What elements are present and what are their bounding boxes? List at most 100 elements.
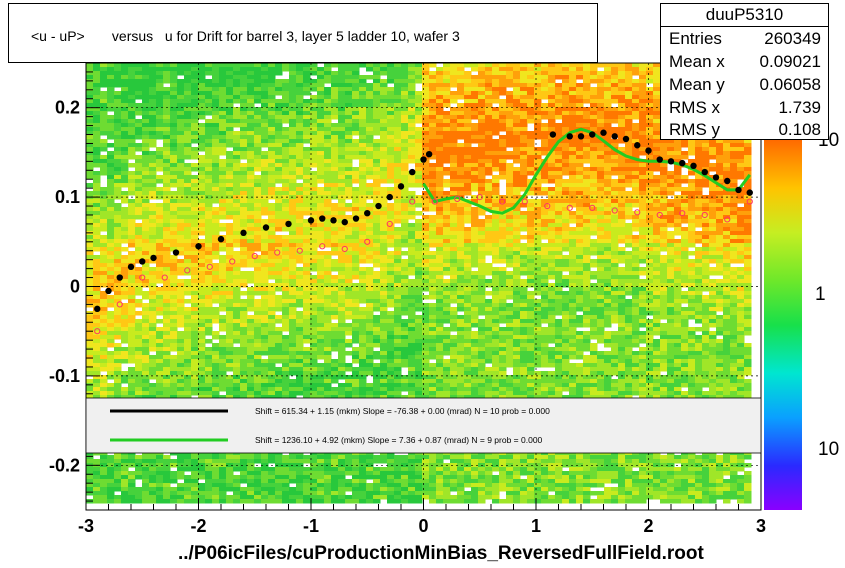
heat-cell — [233, 71, 241, 76]
heat-cell — [135, 223, 143, 228]
heat-cell — [149, 499, 157, 504]
heat-cell — [135, 203, 143, 208]
heat-cell — [86, 75, 94, 80]
heat-cell — [233, 251, 241, 256]
heat-cell — [380, 99, 388, 104]
heat-cell — [401, 283, 409, 288]
heat-cell — [219, 487, 227, 492]
heat-cell — [261, 71, 269, 76]
heat-cell — [100, 363, 108, 368]
heat-cell — [415, 367, 423, 372]
heat-cell — [114, 211, 122, 216]
heat-cell — [275, 255, 283, 260]
heat-cell — [408, 215, 416, 220]
heat-cell — [373, 367, 381, 372]
heat-cell — [170, 235, 178, 240]
heat-cell — [408, 295, 416, 300]
heat-cell — [233, 395, 241, 400]
heat-cell — [184, 235, 192, 240]
heat-cell — [338, 75, 346, 80]
heat-cell — [268, 339, 276, 344]
heat-cell — [359, 111, 367, 116]
heat-cell — [352, 295, 360, 300]
heat-cell — [303, 335, 311, 340]
heat-cell — [401, 383, 409, 388]
heat-cell — [233, 323, 241, 328]
heat-cell — [317, 463, 325, 468]
heat-cell — [156, 319, 164, 324]
heat-cell — [275, 187, 283, 192]
heat-cell — [331, 275, 339, 280]
heat-cell — [191, 343, 199, 348]
heat-cell — [226, 499, 234, 504]
heat-cell — [401, 251, 409, 256]
heat-cell — [317, 387, 325, 392]
heat-cell — [254, 139, 262, 144]
heat-cell — [359, 83, 367, 88]
heat-cell — [338, 327, 346, 332]
heat-cell — [156, 335, 164, 340]
heat-cell — [331, 131, 339, 136]
heat-cell — [205, 187, 213, 192]
heat-cell — [359, 179, 367, 184]
heat-cell — [289, 231, 297, 236]
heat-cell — [352, 115, 360, 120]
heat-cell — [177, 119, 185, 124]
heat-cell — [156, 307, 164, 312]
heat-cell — [93, 471, 101, 476]
heat-cell — [366, 395, 374, 400]
heat-cell — [303, 63, 311, 68]
heat-cell — [107, 79, 115, 84]
heat-cell — [387, 351, 395, 356]
heat-cell — [303, 115, 311, 120]
heat-cell — [163, 395, 171, 400]
heat-cell — [345, 103, 353, 108]
heat-cell — [100, 323, 108, 328]
heat-cell — [170, 311, 178, 316]
heat-cell — [184, 239, 192, 244]
heat-cell — [100, 75, 108, 80]
heat-cell — [198, 203, 206, 208]
heat-cell — [380, 299, 388, 304]
heat-cell — [205, 211, 213, 216]
heat-cell — [198, 135, 206, 140]
heat-cell — [226, 223, 234, 228]
heat-cell — [212, 211, 220, 216]
heat-cell — [107, 179, 115, 184]
heat-cell — [289, 119, 297, 124]
heat-cell — [198, 303, 206, 308]
heat-cell — [128, 107, 136, 112]
heat-cell — [163, 475, 171, 480]
heat-cell — [324, 179, 332, 184]
heat-cell — [310, 159, 318, 164]
heat-cell — [289, 211, 297, 216]
heat-cell — [233, 339, 241, 344]
heat-cell — [114, 319, 122, 324]
heat-cell — [408, 231, 416, 236]
heat-cell — [387, 187, 395, 192]
heat-cell — [205, 87, 213, 92]
heat-cell — [142, 207, 150, 212]
heat-cell — [254, 203, 262, 208]
heat-cell — [268, 235, 276, 240]
heat-cell — [212, 479, 220, 484]
heat-cell — [254, 215, 262, 220]
heat-cell — [163, 499, 171, 504]
heat-cell — [296, 207, 304, 212]
heat-cell — [387, 155, 395, 160]
heat-cell — [366, 139, 374, 144]
heat-cell — [128, 479, 136, 484]
heat-cell — [247, 475, 255, 480]
heat-cell — [121, 291, 129, 296]
heat-cell — [247, 255, 255, 260]
heat-cell — [394, 227, 402, 232]
heat-cell — [408, 387, 416, 392]
heat-cell — [254, 111, 262, 116]
heat-cell — [268, 287, 276, 292]
heat-cell — [359, 383, 367, 388]
heat-cell — [219, 211, 227, 216]
heat-cell — [289, 287, 297, 292]
heat-cell — [261, 463, 269, 468]
heat-cell — [275, 151, 283, 156]
heat-cell — [198, 243, 206, 248]
